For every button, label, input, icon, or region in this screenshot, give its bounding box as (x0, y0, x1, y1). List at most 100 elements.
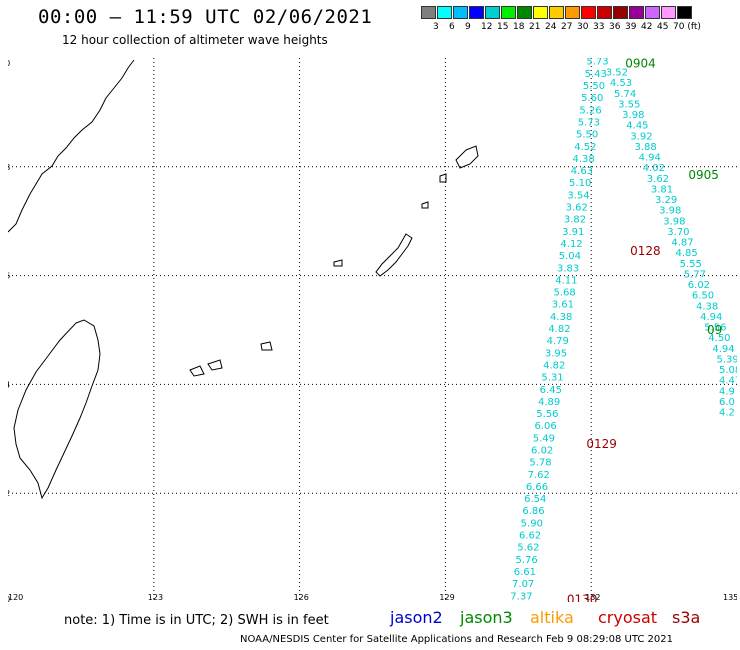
coastline (8, 59, 479, 500)
color-swatch (469, 6, 484, 19)
island-3 (260, 341, 273, 351)
swh-value: 4.79 (547, 336, 569, 347)
swh-value: 3.98 (622, 110, 644, 121)
legend-item-cryosat: cryosat (598, 608, 658, 627)
swh-value: 4.38 (550, 312, 572, 323)
swh-value: 3.95 (545, 348, 567, 359)
island-4 (333, 259, 343, 267)
color-scale-label: 33 (593, 22, 605, 32)
swh-value: 4.52 (574, 142, 596, 153)
swh-value: 4.38 (696, 301, 718, 312)
swh-value: 5.60 (581, 93, 603, 104)
swh-value: 4.12 (560, 239, 582, 250)
legend-item-s3a: s3a (672, 608, 701, 627)
swh-value: 4.85 (675, 248, 697, 259)
swh-value: 4.45 (626, 121, 648, 132)
lat-tick-label: 20 (8, 595, 10, 602)
swh-value: 4.63 (571, 166, 593, 177)
color-swatch (629, 6, 644, 19)
swh-value: 4.89 (538, 397, 560, 408)
color-scale-label: 6 (449, 22, 455, 32)
swh-value: 5.76 (515, 555, 537, 566)
color-scale-label: 12 (481, 22, 493, 32)
swh-value: 7.62 (528, 470, 550, 481)
color-swatch (677, 6, 692, 19)
swh-value: 6.50 (692, 291, 714, 302)
color-scale-label: 27 (561, 22, 573, 32)
swh-value: 5.39 (716, 354, 737, 365)
color-swatch (597, 6, 612, 19)
swh-value: 4.11 (555, 275, 577, 286)
island-5 (439, 173, 447, 183)
swh-value: 3.55 (618, 99, 640, 110)
swh-value: 6.06 (535, 421, 557, 432)
lat-lon-grid (8, 58, 737, 602)
swh-value: 6.54 (524, 494, 546, 505)
wave-height-map: 120123126129132135202224262830 5.735.435… (8, 58, 737, 602)
lon-tick-label: 126 (294, 593, 309, 602)
color-scale-label: 39 (625, 22, 637, 32)
swh-value: 5.50 (583, 81, 605, 92)
credit-line: NOAA/NESDIS Center for Satellite Applica… (240, 634, 673, 645)
swh-value: 3.82 (564, 215, 586, 226)
swh-value: 5.43 (585, 69, 607, 80)
swh-value: 6.62 (519, 531, 541, 542)
swh-value: 6.66 (526, 482, 548, 493)
swh-value: 5.90 (521, 518, 543, 529)
swh-value: 5.73 (578, 117, 600, 128)
color-swatch (533, 6, 548, 19)
page-title: 00:00 – 11:59 UTC 02/06/2021 (38, 6, 373, 28)
pass-time-label: 0905 (688, 168, 719, 182)
swh-value: 4.94 (700, 312, 722, 323)
lat-tick-label: 22 (8, 489, 10, 498)
okinawa-coastline (375, 233, 413, 277)
swh-value: 4.38 (573, 154, 595, 165)
japan-coastline (8, 59, 135, 233)
swh-value: 3.70 (667, 227, 689, 238)
swh-value: 5.04 (559, 251, 581, 262)
swh-value: 5.50 (576, 130, 598, 141)
color-scale-label: 45 (657, 22, 669, 32)
legend-item-jason3: jason3 (460, 608, 513, 627)
swh-value: 4.82 (548, 324, 570, 335)
swh-value: 3.61 (552, 300, 574, 311)
swh-value: 3.62 (647, 174, 669, 185)
legend-item-altika: altika (530, 608, 574, 627)
swh-value: 4.9 (719, 386, 735, 397)
swh-value: 6.0 (719, 397, 735, 408)
color-swatch (421, 6, 436, 19)
pass-time-label: 0130 (567, 592, 598, 602)
swh-value: 3.88 (634, 142, 656, 153)
color-scale (421, 6, 693, 19)
amami-coastline (455, 145, 479, 169)
color-swatch (645, 6, 660, 19)
time-labels: 0904 0905 0128 09 0129 0130 (567, 58, 722, 602)
swh-value: 3.98 (663, 216, 685, 227)
color-scale-labels: 3 6 9 12 15 18 21 24 27 30 33 36 39 42 45 70 (ft) (421, 22, 740, 34)
lon-tick-label: 123 (148, 593, 163, 602)
swh-value: 6.86 (522, 506, 544, 517)
swh-value: 3.91 (562, 227, 584, 238)
swh-value: 3.81 (651, 184, 673, 195)
color-swatch (453, 6, 468, 19)
lon-tick-label: 132 (585, 593, 600, 602)
swh-value: 3.52 (606, 68, 628, 79)
color-swatch (661, 6, 676, 19)
color-scale-label: 21 (529, 22, 541, 32)
color-swatch (613, 6, 628, 19)
color-scale-label: 30 (577, 22, 589, 32)
swh-value: 5.49 (533, 433, 555, 444)
swh-value: 4.47 (719, 376, 737, 387)
color-scale-label: 70 (ft) (673, 22, 701, 32)
color-swatch (549, 6, 564, 19)
swh-value: 4.82 (543, 360, 565, 371)
swh-value: 3.54 (567, 190, 589, 201)
lat-tick-label: 26 (8, 272, 10, 281)
color-swatch (437, 6, 452, 19)
color-swatch (485, 6, 500, 19)
lat-tick-label: 24 (8, 380, 10, 389)
color-swatch (501, 6, 516, 19)
swh-value: 3.98 (659, 206, 681, 217)
axis-labels: 120 123 126 129 132 135 20 22 24 26 28 30 (8, 59, 737, 602)
island-1 (189, 365, 205, 377)
